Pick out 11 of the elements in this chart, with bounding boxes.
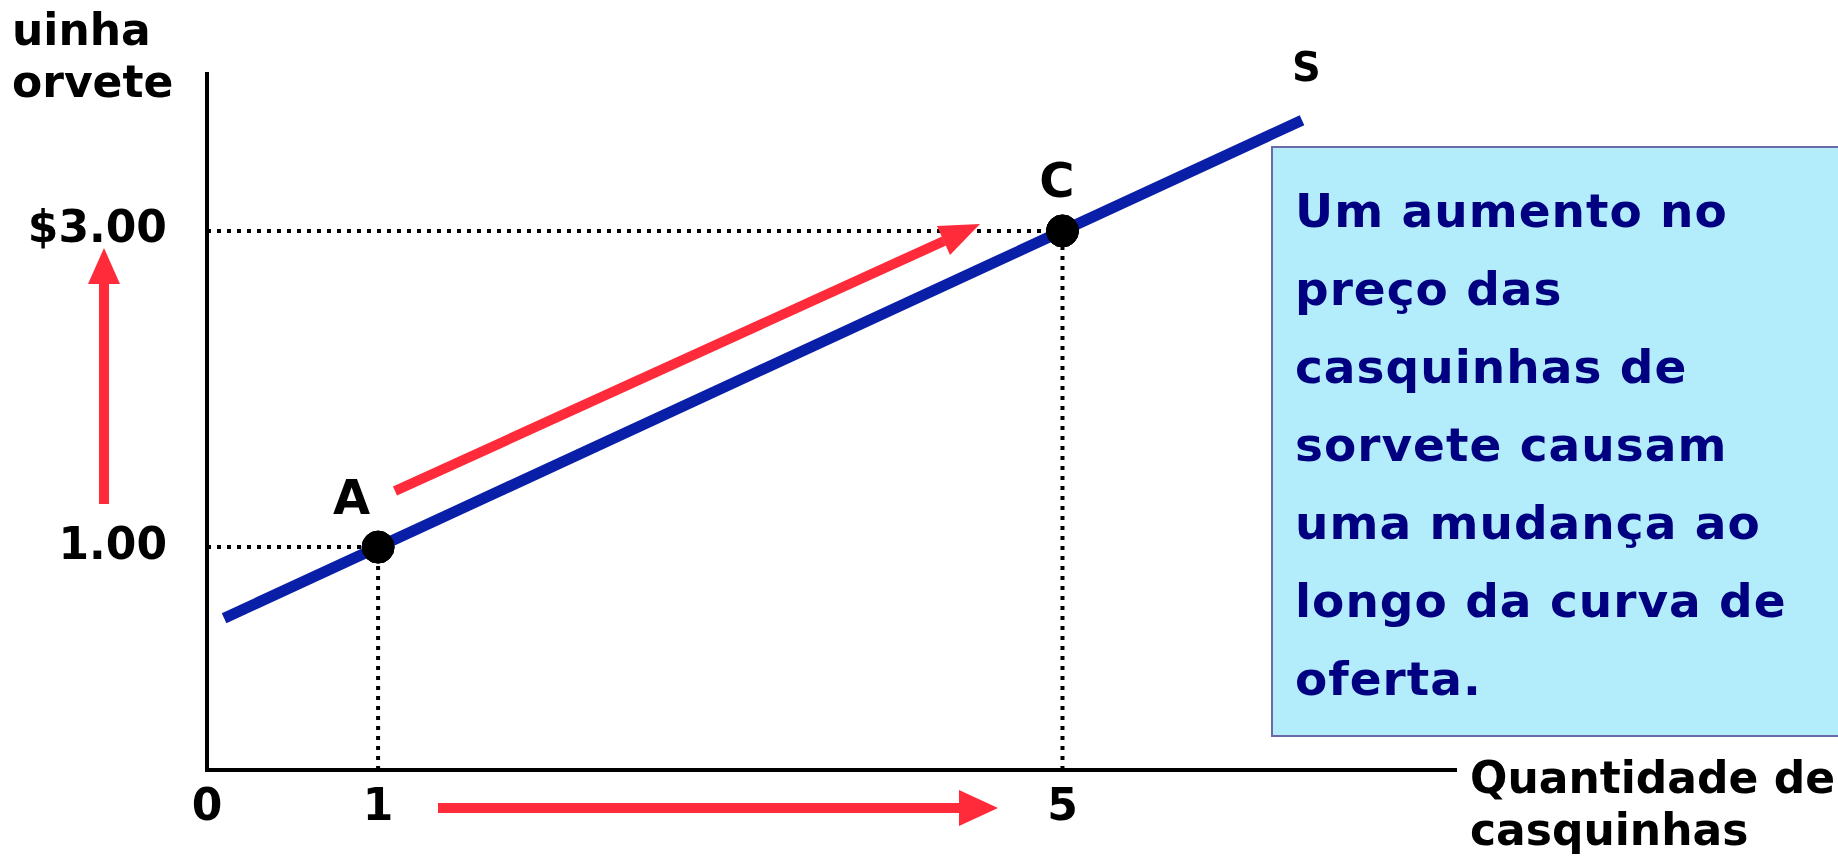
x-axis-title: Quantidade de casquinhas [1470, 752, 1836, 856]
y-axis-title: uinha orvete [12, 4, 174, 108]
annotation: C [1039, 152, 1075, 209]
x-tick-label: 0 [191, 778, 223, 830]
x-tick-label: 5 [1047, 778, 1078, 830]
x-tick-label: 1 [362, 778, 394, 830]
y-tick-label: $3.00 [27, 201, 167, 253]
annotation: Um aumento no preço das casquinhas de sorvete causam uma mudança ao longo da curva de oferta. [1295, 182, 1788, 708]
series-label: S [1292, 43, 1321, 90]
y-tick-label: 1.00 [58, 517, 167, 569]
annotation: A [332, 468, 371, 525]
